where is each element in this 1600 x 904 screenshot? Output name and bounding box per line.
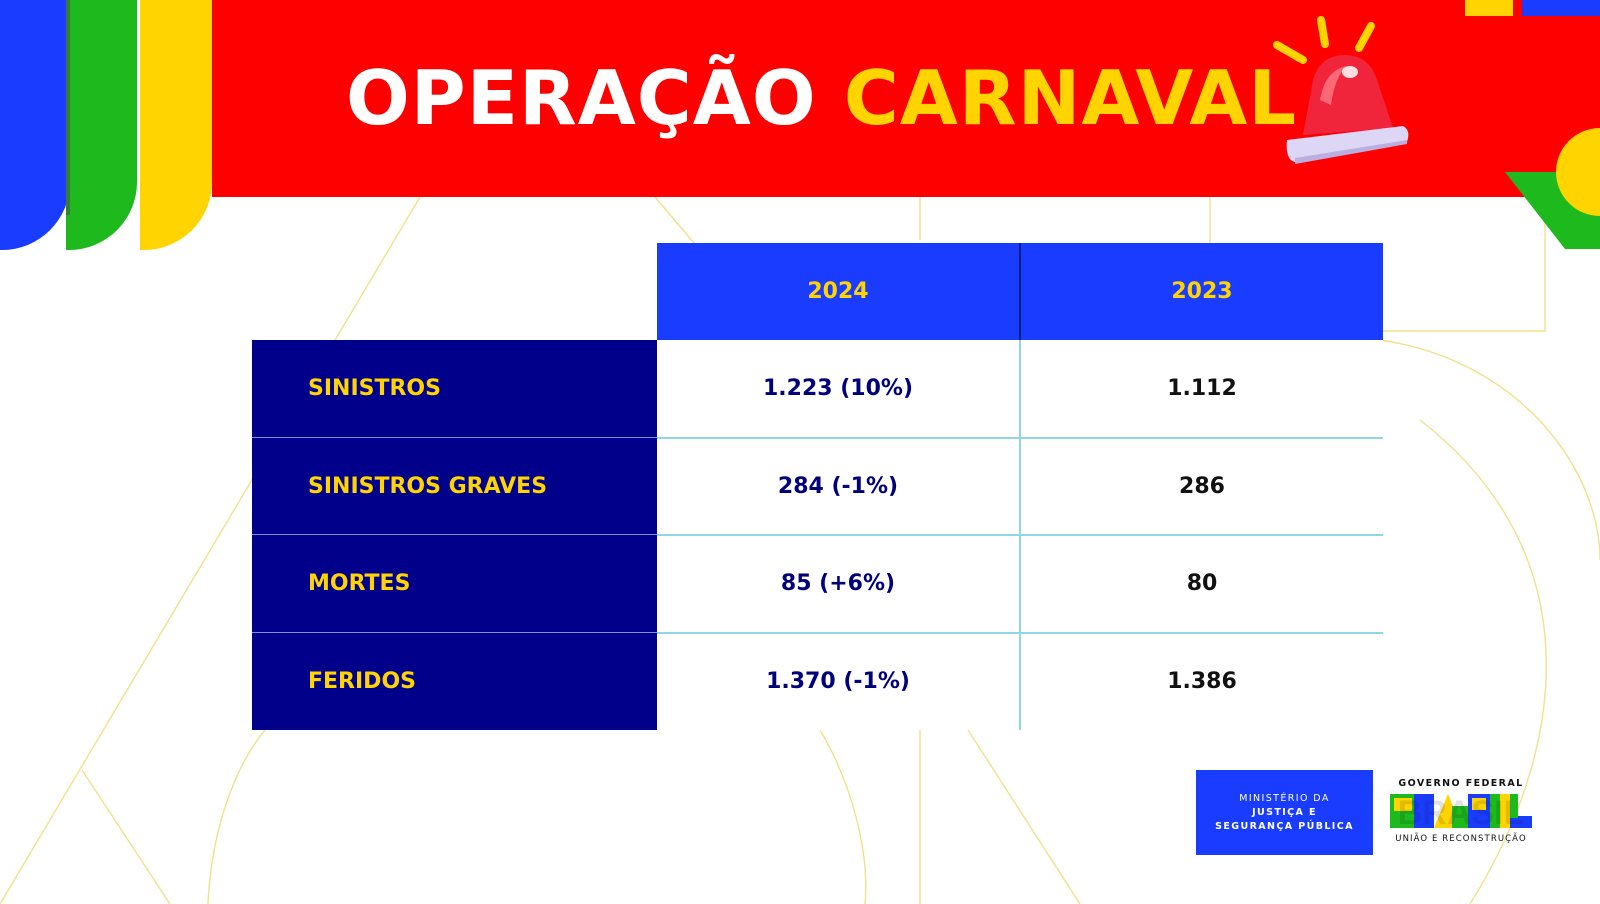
corner-decoration — [1505, 128, 1600, 249]
row-label-sinistros-graves: SINISTROS GRAVES — [252, 438, 657, 534]
column-header-2023: 2023 — [1021, 243, 1383, 340]
header-divider — [1019, 243, 1021, 340]
ministry-logo: MINISTÉRIO DA JUSTIÇA E SEGURANÇA PÚBLIC… — [1196, 770, 1373, 855]
value-2024-mortes: 85 (+6%) — [657, 535, 1019, 632]
brasil-logo: BRASIL — [1390, 794, 1532, 830]
value-2023-mortes: 80 — [1021, 535, 1383, 632]
row-label-mortes: MORTES — [252, 535, 657, 632]
brand-stripes — [0, 0, 212, 250]
column-divider — [1019, 340, 1021, 730]
accent-bar-yellow — [1465, 0, 1513, 16]
brasil-word: BRASIL — [1398, 794, 1525, 830]
value-2024-sinistros: 1.223 (10%) — [657, 340, 1019, 437]
ministry-line1: MINISTÉRIO DA — [1239, 792, 1330, 804]
row-divider — [252, 632, 657, 633]
title-part1: OPERAÇÃO — [346, 54, 817, 142]
siren-icon — [1273, 16, 1409, 164]
value-2024-feridos: 1.370 (-1%) — [657, 633, 1019, 730]
value-2023-feridos: 1.386 — [1021, 633, 1383, 730]
gov-logo-bottom: UNIÃO E RECONSTRUÇÃO — [1395, 834, 1527, 844]
value-2024-sinistros-graves: 284 (-1%) — [657, 438, 1019, 534]
page-title: OPERAÇÃO CARNAVAL — [346, 50, 1297, 146]
row-divider — [252, 437, 657, 438]
row-label-feridos: FERIDOS — [252, 633, 657, 730]
ministry-line3: SEGURANÇA PÚBLICA — [1215, 820, 1354, 832]
accent-bar-blue — [1522, 0, 1600, 16]
value-2023-sinistros: 1.112 — [1021, 340, 1383, 437]
value-2023-sinistros-graves: 286 — [1021, 438, 1383, 534]
ministry-line2: JUSTIÇA E — [1252, 806, 1317, 818]
column-header-2024: 2024 — [657, 243, 1019, 340]
row-divider — [252, 534, 657, 535]
row-label-sinistros: SINISTROS — [252, 340, 657, 437]
gov-logo-top: GOVERNO FEDERAL — [1398, 778, 1524, 789]
title-part2: CARNAVAL — [843, 54, 1298, 142]
